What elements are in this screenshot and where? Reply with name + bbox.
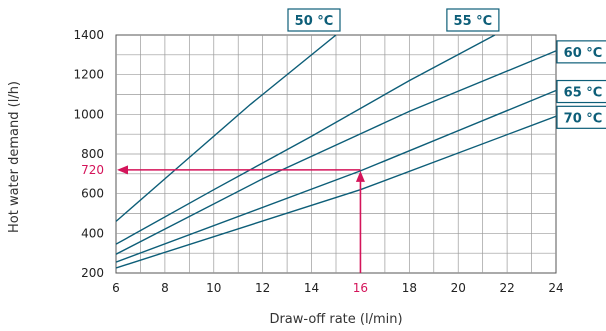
y-tick-label: 1000 xyxy=(73,107,104,121)
annotation-arrow-left xyxy=(117,165,128,175)
x-tick-label: 8 xyxy=(161,281,169,295)
tick-labels: 6 8 10 12 14 16 18 20 22 24 200 400 600 800 1000 1200 14… xyxy=(73,28,563,295)
y-tick-label: 600 xyxy=(81,187,104,201)
series-label-text: 60 °C xyxy=(564,46,603,61)
x-axis-title: Draw-off rate (l/min) xyxy=(269,312,402,327)
x-tick-label: 18 xyxy=(402,281,417,295)
series-label-box xyxy=(287,8,341,32)
annotation-y-value: 720 xyxy=(81,163,104,177)
x-tick-label: 22 xyxy=(499,281,514,295)
series-label-box xyxy=(446,8,500,32)
y-tick-label: 800 xyxy=(81,147,104,161)
series-label-text: 70 °C xyxy=(564,111,603,126)
series-lines xyxy=(116,35,556,269)
x-tick-label: 14 xyxy=(304,281,319,295)
series-label-text: 65 °C xyxy=(564,86,603,101)
annotation-arrow-up xyxy=(355,170,365,182)
x-tick-label: 6 xyxy=(112,281,120,295)
series-label-3: 60 °C xyxy=(556,40,606,64)
series-line-2 xyxy=(116,35,496,245)
series-line-4 xyxy=(116,89,556,263)
series-label-2: 55 °C xyxy=(446,8,500,32)
series-line-1 xyxy=(116,35,337,222)
y-tick-label: 1200 xyxy=(73,68,104,82)
series-label-box xyxy=(556,79,606,104)
x-tick-label: 20 xyxy=(451,281,466,295)
x-tick-label: 10 xyxy=(206,281,221,295)
y-axis-title: Hot water demand (l/h) xyxy=(7,81,22,233)
series-labels: 50 °C 55 °C 60 °C 65 °C 70 °C xyxy=(287,8,606,129)
series-label-5: 70 °C xyxy=(556,105,606,129)
series-label-text: 55 °C xyxy=(454,14,493,29)
series-label-box xyxy=(556,105,606,129)
annotation xyxy=(117,165,365,273)
series-label-box xyxy=(556,40,606,64)
x-tick-label: 16 xyxy=(353,281,368,295)
y-tick-label: 200 xyxy=(81,266,104,280)
x-tick-label: 24 xyxy=(548,281,563,295)
y-tick-label: 400 xyxy=(81,226,104,240)
x-tick-label: 12 xyxy=(255,281,270,295)
series-label-text: 50 °C xyxy=(295,14,334,29)
series-label-1: 50 °C xyxy=(287,8,341,32)
y-tick-label: 1400 xyxy=(73,28,104,42)
series-line-3 xyxy=(116,50,556,255)
series-label-4: 65 °C xyxy=(556,79,606,104)
